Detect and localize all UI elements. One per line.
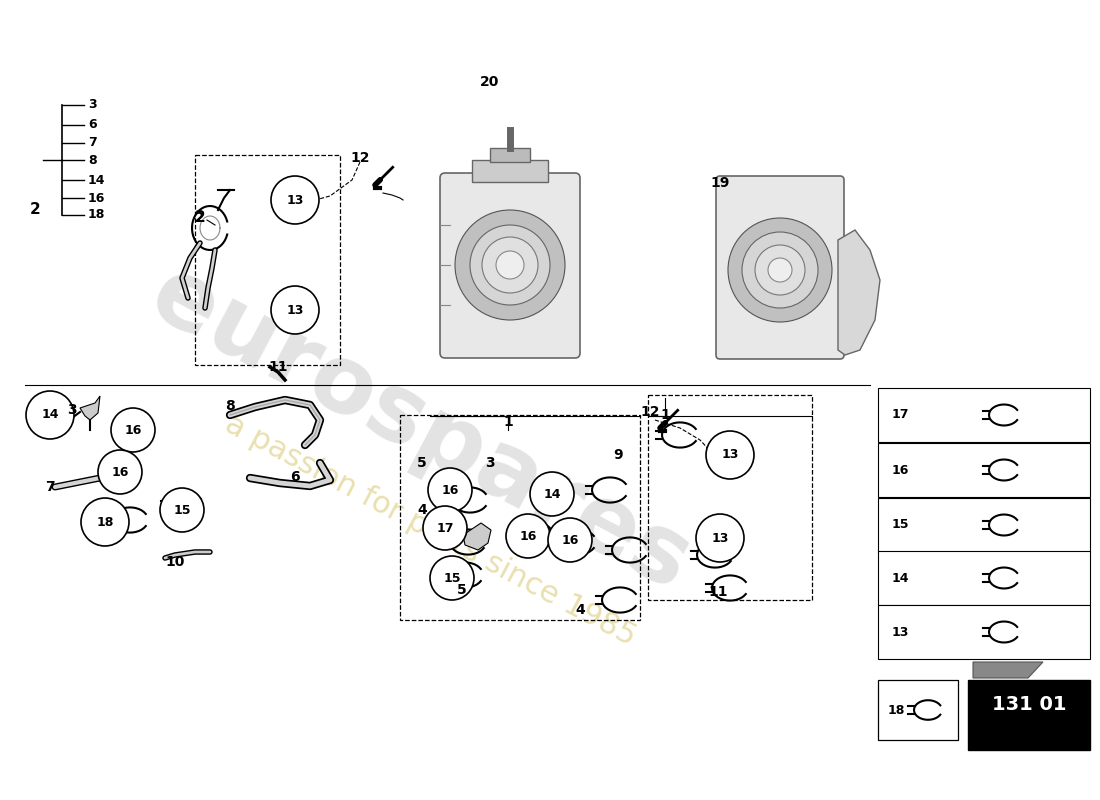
Text: 11: 11 <box>708 585 728 599</box>
Circle shape <box>496 251 524 279</box>
Circle shape <box>470 225 550 305</box>
Text: 6: 6 <box>88 118 97 131</box>
Text: 13: 13 <box>286 303 304 317</box>
Circle shape <box>428 468 472 512</box>
Text: 11: 11 <box>268 360 288 374</box>
Text: 15: 15 <box>174 503 190 517</box>
Circle shape <box>530 472 574 516</box>
Text: 16: 16 <box>124 423 142 437</box>
Text: 18: 18 <box>97 515 113 529</box>
Text: 2: 2 <box>195 210 206 226</box>
Bar <box>490 148 530 162</box>
Text: 14: 14 <box>892 571 910 585</box>
Text: 4: 4 <box>575 603 585 617</box>
Text: 16: 16 <box>892 463 910 477</box>
Text: 16: 16 <box>88 191 106 205</box>
Text: 3: 3 <box>88 98 97 111</box>
Text: 5: 5 <box>458 583 466 597</box>
Circle shape <box>81 498 129 546</box>
Circle shape <box>728 218 832 322</box>
Text: 13: 13 <box>892 626 910 638</box>
Bar <box>878 605 1090 659</box>
Circle shape <box>548 518 592 562</box>
Text: a passion for parts since 1985: a passion for parts since 1985 <box>220 409 640 651</box>
Text: 3: 3 <box>485 456 495 470</box>
Circle shape <box>706 431 754 479</box>
Text: 18: 18 <box>88 209 106 222</box>
Text: 6: 6 <box>290 470 300 484</box>
Text: 4: 4 <box>417 503 427 517</box>
Bar <box>878 551 1090 605</box>
Circle shape <box>696 514 744 562</box>
Polygon shape <box>974 662 1043 678</box>
FancyBboxPatch shape <box>440 173 580 358</box>
Text: 16: 16 <box>519 530 537 542</box>
Text: 16: 16 <box>111 466 129 478</box>
Text: 13: 13 <box>722 449 739 462</box>
Circle shape <box>455 210 565 320</box>
Text: 19: 19 <box>711 176 729 190</box>
Text: 16: 16 <box>441 483 459 497</box>
Text: 10: 10 <box>165 555 185 569</box>
Text: 1: 1 <box>503 415 513 429</box>
Circle shape <box>271 176 319 224</box>
Bar <box>878 498 1090 552</box>
Bar <box>968 680 1090 750</box>
Text: 14: 14 <box>543 487 561 501</box>
Bar <box>472 160 548 182</box>
Circle shape <box>742 232 818 308</box>
Bar <box>878 388 1090 442</box>
Text: 17: 17 <box>892 409 910 422</box>
Text: 9: 9 <box>613 448 623 462</box>
Circle shape <box>271 286 319 334</box>
Bar <box>878 443 1090 497</box>
Text: 17: 17 <box>437 522 453 534</box>
Text: 5: 5 <box>417 456 427 470</box>
Text: 2: 2 <box>30 202 41 218</box>
Text: 12: 12 <box>640 405 660 419</box>
Text: 15: 15 <box>892 518 910 531</box>
Text: 2: 2 <box>195 211 205 225</box>
Circle shape <box>160 488 204 532</box>
Bar <box>878 680 958 740</box>
FancyBboxPatch shape <box>716 176 844 359</box>
Text: 1: 1 <box>660 408 670 422</box>
Text: 131 01: 131 01 <box>992 695 1066 714</box>
Text: 8: 8 <box>88 154 97 166</box>
Circle shape <box>430 556 474 600</box>
Text: 3: 3 <box>67 403 77 417</box>
Text: 12: 12 <box>350 151 370 165</box>
Polygon shape <box>80 396 100 420</box>
Text: 7: 7 <box>88 137 97 150</box>
Polygon shape <box>463 523 491 550</box>
Circle shape <box>755 245 805 295</box>
Text: 18: 18 <box>888 703 905 717</box>
Text: 7: 7 <box>45 480 55 494</box>
Polygon shape <box>838 230 880 355</box>
Text: 16: 16 <box>561 534 579 546</box>
Text: 20: 20 <box>481 75 499 89</box>
Text: eurospares: eurospares <box>134 249 705 611</box>
Circle shape <box>482 237 538 293</box>
Text: 14: 14 <box>88 174 106 186</box>
Text: 14: 14 <box>42 409 58 422</box>
Text: 15: 15 <box>443 571 461 585</box>
Text: 13: 13 <box>712 531 728 545</box>
Circle shape <box>424 506 468 550</box>
Circle shape <box>26 391 74 439</box>
Circle shape <box>98 450 142 494</box>
Text: 13: 13 <box>286 194 304 206</box>
Text: 8: 8 <box>226 399 235 413</box>
Circle shape <box>111 408 155 452</box>
Circle shape <box>506 514 550 558</box>
Circle shape <box>768 258 792 282</box>
